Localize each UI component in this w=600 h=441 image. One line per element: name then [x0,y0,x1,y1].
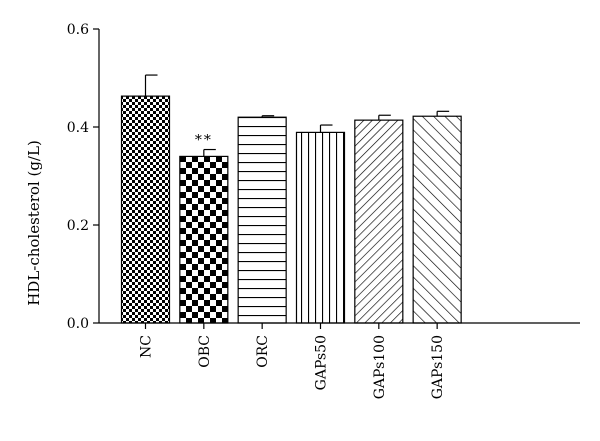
bar [120,95,171,324]
bar [412,115,462,324]
y-tick-label: 0.2 [67,218,89,234]
y-axis-label: HDL-cholesterol (g/L) [25,140,43,306]
x-tick-label: GAPs100 [372,335,388,399]
y-tick-label: 0.4 [67,120,89,136]
y-tick-label: 0.0 [67,316,89,332]
bar [179,155,229,324]
x-tick-label: GAPs150 [430,335,446,399]
x-tick-label: ORC [255,335,271,368]
bar [237,116,287,324]
significance-annotation: ** [195,133,213,149]
y-tick-label: 0.6 [67,22,89,38]
x-tick-label: NC [139,335,155,358]
bars: ** [120,74,462,324]
bar [295,131,346,324]
x-tick-label: GAPs50 [313,335,329,390]
bar [354,119,404,324]
x-tick-label: OBC [197,335,213,368]
x-axis: NC OBC ORC GAPs50 GAPs100 GAPs150 [99,322,580,399]
y-axis: 0.0 0.2 0.4 0.6 [67,22,100,332]
